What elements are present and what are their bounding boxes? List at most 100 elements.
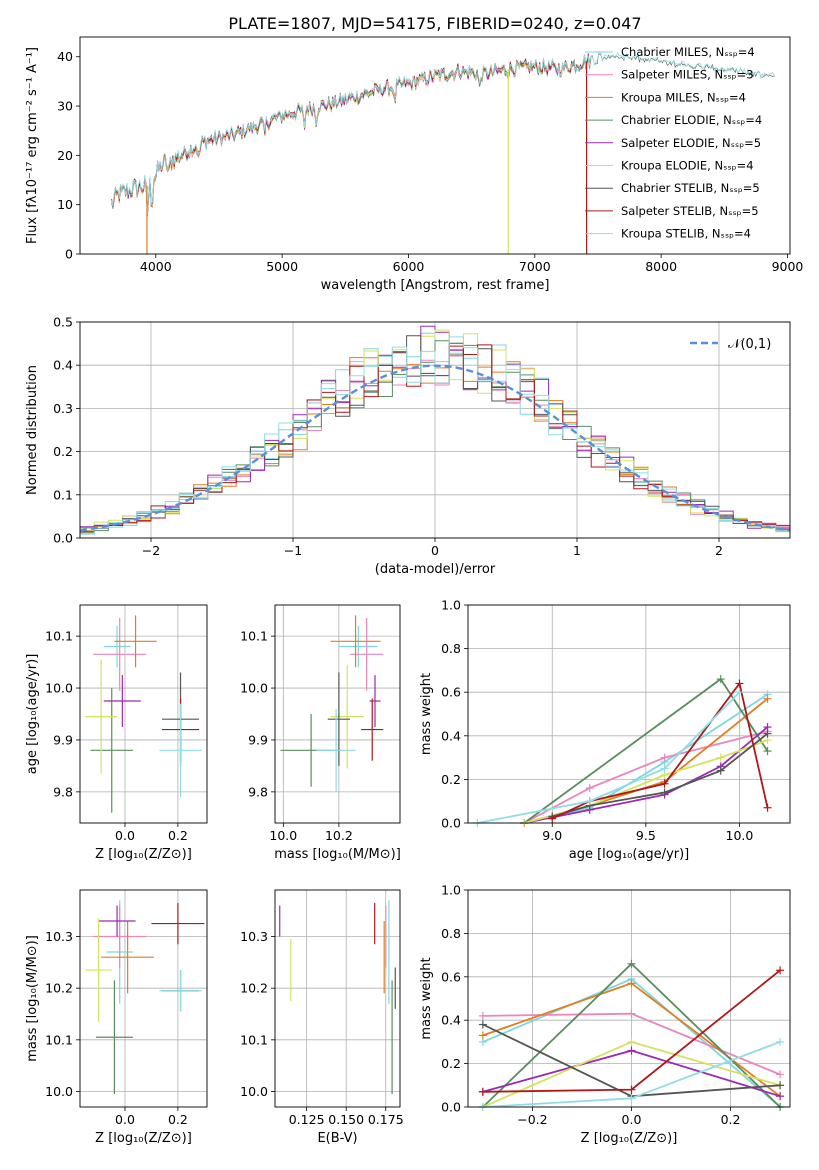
x-tick-label: 0.2 bbox=[721, 1112, 741, 1127]
y-tick-label: 10.1 bbox=[240, 1032, 268, 1047]
x-tick-label: 7000 bbox=[519, 259, 551, 274]
legend-label: Chabrier MILES, Nₛₛₚ=4 bbox=[621, 45, 755, 59]
axes-frame bbox=[274, 604, 401, 824]
x-tick-label: 0 bbox=[431, 543, 439, 558]
legend-label: Chabrier STELIB, Nₛₛₚ=5 bbox=[621, 181, 760, 195]
chart-age-vs-mass: 10.0 10.2 9.8 9.9 10.0 10.1 mass [log₁₀(M/M⊙)] bbox=[240, 604, 401, 862]
axes-frame bbox=[79, 36, 791, 255]
x-axis-label: wavelength [Angstrom, rest frame] bbox=[321, 278, 550, 293]
x-tick-label: 0.0 bbox=[115, 828, 135, 843]
legend-label: 𝒩(0,1) bbox=[728, 337, 771, 352]
histogram-series-4 bbox=[80, 325, 790, 530]
x-tick-label: −1 bbox=[284, 543, 302, 558]
plot-area bbox=[85, 900, 205, 1095]
y-tick-label: 1.0 bbox=[441, 883, 461, 898]
x-tick-label: 0.125 bbox=[289, 1112, 325, 1127]
x-axis-label: age [log₁₀(age/yr)] bbox=[569, 847, 690, 862]
axes-frame bbox=[79, 889, 208, 1108]
x-tick-label: 0.0 bbox=[115, 1112, 135, 1127]
legend-label: Salpeter MILES, Nₛₛₚ=3 bbox=[621, 68, 754, 82]
legend-label: Salpeter ELODIE, Nₛₛₚ=5 bbox=[621, 136, 761, 150]
y-axis-label: Flux [fλ10⁻¹⁷ erg cm⁻² s⁻¹ A⁻¹] bbox=[25, 47, 40, 244]
histogram-series-5 bbox=[80, 329, 790, 533]
y-axis-label: mass weight bbox=[419, 957, 434, 1039]
x-tick-label: 0.0 bbox=[622, 1112, 642, 1127]
y-tick-label: 0.4 bbox=[53, 358, 73, 373]
x-tick-label: 2 bbox=[715, 543, 723, 558]
y-axis-label: mass weight bbox=[419, 673, 434, 755]
axes-frame bbox=[274, 889, 401, 1108]
histogram-series-8 bbox=[80, 336, 790, 534]
spectrum-series-8 bbox=[111, 51, 776, 215]
y-tick-label: 0.4 bbox=[441, 728, 461, 743]
y-tick-label: 10.1 bbox=[240, 629, 268, 644]
y-tick-label: 0.2 bbox=[441, 1056, 461, 1071]
plot-area bbox=[111, 51, 776, 254]
chart-mass-weight-vs-Z: −0.2 0.0 0.2 0.0 0.2 0.4 0.6 0.8 1.0 Z [log₁₀(Z/Z… bbox=[419, 883, 791, 1146]
chart-mass-weight-vs-age: 9.0 9.5 10.0 0.0 0.2 0.4 0.6 0.8 1.0 age [log₁₀(a… bbox=[419, 598, 791, 862]
y-tick-label: 0.4 bbox=[441, 1013, 461, 1028]
chart-mass-vs-EBV: 0.125 0.150 0.175 10.0 10.1 10.2 10.3 E(B-V) bbox=[240, 889, 404, 1146]
axes-frame bbox=[467, 604, 791, 824]
legend-label: Kroupa MILES, Nₛₛₚ=4 bbox=[621, 90, 746, 104]
x-axis-label: (data-model)/error bbox=[375, 562, 496, 577]
series-line-8 bbox=[477, 691, 741, 824]
y-tick-label: 10 bbox=[57, 197, 73, 212]
y-axis-label: mass [log₁₀(M/M⊙)] bbox=[25, 935, 40, 1062]
x-axis-label: Z [log₁₀(Z/Z⊙)] bbox=[95, 847, 192, 862]
y-tick-label: 0.1 bbox=[53, 487, 73, 502]
y-tick-label: 30 bbox=[57, 99, 73, 114]
y-tick-label: 0.6 bbox=[441, 969, 461, 984]
x-tick-label: 9000 bbox=[772, 259, 804, 274]
chart-mass-vs-Z: 0.0 0.2 10.0 10.1 10.2 10.3 Z [log₁₀(Z/Z⊙)] mas… bbox=[25, 889, 208, 1146]
x-tick-label: 10.0 bbox=[726, 828, 754, 843]
y-tick-label: 10.2 bbox=[45, 981, 73, 996]
y-tick-label: 0.0 bbox=[53, 531, 73, 546]
x-tick-label: −0.2 bbox=[517, 1112, 547, 1127]
x-tick-label: 5000 bbox=[266, 259, 298, 274]
y-tick-label: 9.8 bbox=[248, 784, 268, 799]
spectrum-series-1 bbox=[111, 56, 592, 216]
y-tick-label: 0.3 bbox=[53, 401, 73, 416]
axes-frame bbox=[79, 604, 208, 824]
x-tick-label: 0.150 bbox=[328, 1112, 364, 1127]
spectrum-series-5 bbox=[111, 56, 592, 216]
y-tick-label: 10.0 bbox=[45, 1084, 73, 1099]
axes-frame bbox=[79, 321, 791, 539]
plot-area bbox=[85, 615, 202, 813]
y-tick-label: 0 bbox=[65, 247, 73, 262]
y-tick-label: 0.5 bbox=[53, 315, 73, 330]
spectrum-series-4 bbox=[111, 55, 592, 217]
spectrum-series-2 bbox=[111, 54, 592, 215]
x-tick-label: 10.0 bbox=[269, 828, 297, 843]
x-tick-label: 10.2 bbox=[325, 828, 353, 843]
y-tick-label: 9.9 bbox=[53, 732, 73, 747]
x-axis-label: Z [log₁₀(Z/Z⊙)] bbox=[95, 1131, 192, 1146]
chart-spectrum: 4000 5000 6000 7000 8000 9000 0 10 20 30 40 wavelen… bbox=[25, 36, 804, 293]
plot-area bbox=[473, 675, 772, 827]
legend-label: Kroupa STELIB, Nₛₛₚ=4 bbox=[621, 227, 751, 241]
x-axis-label: Z [log₁₀(Z/Z⊙)] bbox=[581, 1131, 678, 1146]
x-axis-label: E(B-V) bbox=[317, 1131, 357, 1146]
y-tick-label: 10.0 bbox=[240, 1084, 268, 1099]
plot-area bbox=[478, 959, 785, 1111]
legend-label: Chabrier ELODIE, Nₛₛₚ=4 bbox=[621, 113, 762, 127]
y-tick-label: 10.0 bbox=[240, 681, 268, 696]
axes-frame bbox=[467, 889, 791, 1108]
spectrum-series-0 bbox=[111, 57, 592, 216]
y-tick-label: 0.2 bbox=[441, 772, 461, 787]
x-tick-label: 8000 bbox=[645, 259, 677, 274]
y-tick-label: 1.0 bbox=[441, 598, 461, 613]
spectrum-series-7 bbox=[111, 53, 592, 216]
normal-curve bbox=[79, 364, 791, 532]
chart-residuals: −2 −1 0 1 2 0.0 0.1 0.2 0.3 0.4 0.5 (data-model)/er… bbox=[25, 315, 791, 577]
y-tick-label: 0.0 bbox=[441, 816, 461, 831]
plot-area bbox=[280, 615, 384, 792]
x-tick-label: 9.5 bbox=[636, 828, 656, 843]
y-tick-label: 10.3 bbox=[45, 929, 73, 944]
y-tick-label: 0.8 bbox=[441, 641, 461, 656]
chart-age-vs-Z: 0.0 0.2 9.8 9.9 10.0 10.1 Z [log₁₀(Z/Z⊙)] age [… bbox=[25, 604, 208, 862]
y-axis-label: Normed distribution bbox=[25, 365, 40, 495]
y-tick-label: 40 bbox=[57, 49, 73, 64]
